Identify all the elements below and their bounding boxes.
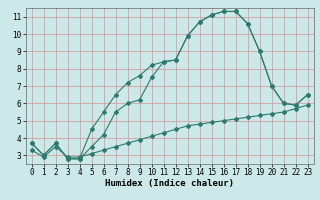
X-axis label: Humidex (Indice chaleur): Humidex (Indice chaleur) xyxy=(105,179,234,188)
